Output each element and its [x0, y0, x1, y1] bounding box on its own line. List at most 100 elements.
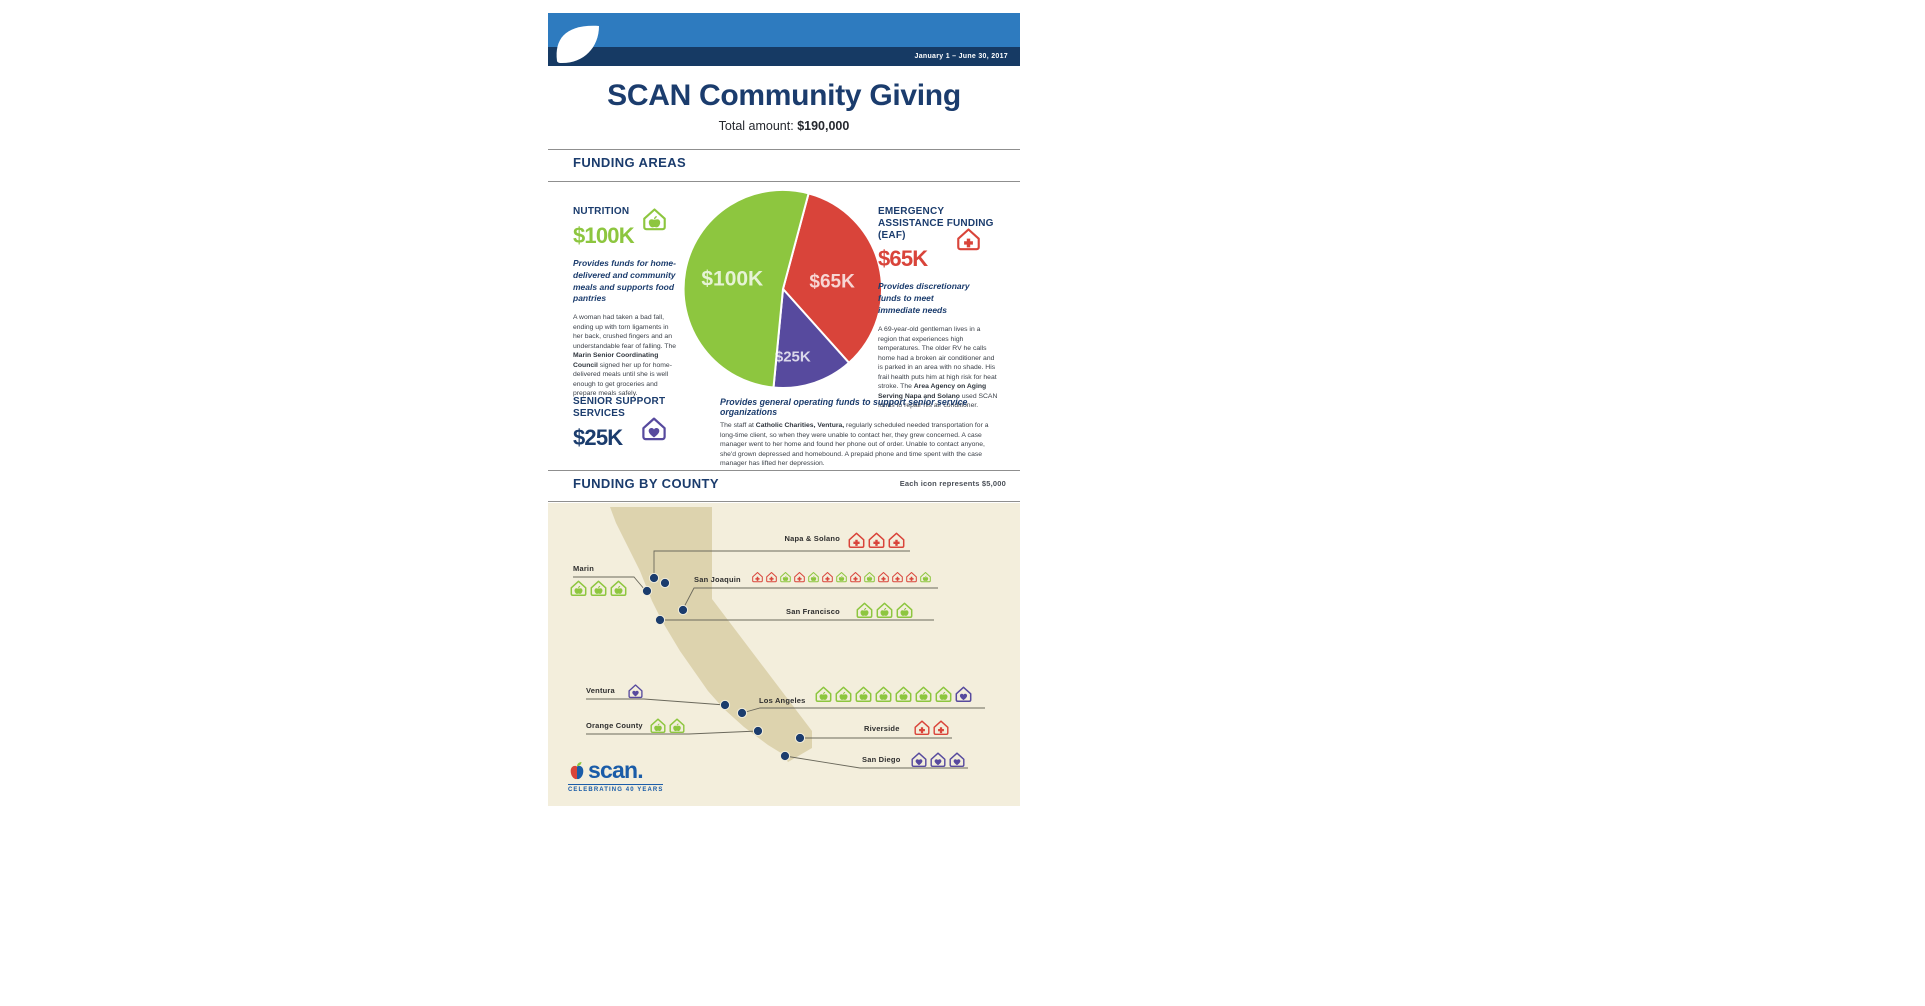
- county-icons-marin: [569, 579, 628, 597]
- story-text: A woman had taken a bad fall, ending up …: [573, 314, 677, 350]
- california-map-shape: [610, 507, 812, 762]
- divider-rule: [548, 149, 1020, 150]
- connector-san-diego: [784, 755, 968, 769]
- house-cross-icon: [848, 532, 865, 548]
- scan-tagline: CELEBRATING 40 YEARS: [568, 784, 664, 793]
- house-heart-icon: [930, 752, 946, 768]
- map-dot-ventura: [719, 699, 731, 711]
- county-label-marin: Marin: [573, 564, 595, 573]
- county-label-san_diego: San Diego: [862, 755, 901, 764]
- connector-napa-solano: [653, 550, 910, 578]
- house-apple-icon: [920, 572, 931, 583]
- house-apple-icon: [895, 686, 912, 702]
- house-cross-icon: [933, 720, 949, 736]
- eaf-block: EMERGENCY ASSISTANCE FUNDING (EAF) $65K …: [878, 206, 998, 411]
- house-apple-icon: [864, 572, 875, 583]
- nutrition-block: NUTRITION $100K Provides funds for home-…: [573, 206, 677, 399]
- eaf-heading: EMERGENCY ASSISTANCE FUNDING (EAF): [878, 206, 994, 241]
- county-icons-riverside: [913, 719, 950, 736]
- county-icons-los_angeles: [814, 685, 973, 703]
- county-icons-ventura: [627, 683, 644, 699]
- connector-los-angeles: [741, 707, 985, 714]
- icon-legend: Each icon represents $5,000: [899, 479, 1006, 488]
- map-dot-san-joaquin: [677, 604, 689, 616]
- pie-slice-nutrition: [682, 188, 810, 389]
- house-apple-icon: [641, 206, 668, 232]
- house-apple-icon: [835, 686, 852, 702]
- county-label-orange_county: Orange County: [586, 721, 643, 730]
- house-cross-icon: [892, 572, 903, 583]
- total-amount: Total amount: $190,000: [548, 119, 1020, 133]
- county-label-los_angeles: Los Angeles: [759, 696, 806, 705]
- map-dot-solano: [659, 577, 671, 589]
- county-label-san_joaquin: San Joaquin: [694, 575, 741, 584]
- connector-san-joaquin: [682, 587, 938, 610]
- house-apple-icon: [650, 718, 666, 734]
- nutrition-description: Provides funds for home-delivered and co…: [573, 257, 676, 304]
- pie-chart-svg: $65K $25K $100K: [682, 188, 883, 389]
- county-icons-san_diego: [910, 751, 966, 768]
- map-dot-marin: [641, 585, 653, 597]
- scan-logo: scan. CELEBRATING 40 YEARS: [568, 757, 664, 793]
- house-heart-icon: [949, 752, 965, 768]
- senior-support-block: SENIOR SUPPORT SERVICES $25K: [573, 396, 708, 451]
- house-heart-icon: [911, 752, 927, 768]
- map-dot-riverside: [794, 732, 806, 744]
- house-cross-icon: [957, 228, 980, 251]
- house-apple-icon: [590, 580, 607, 596]
- pie-label-nutrition: $100K: [701, 267, 763, 290]
- story-highlight: Area Agency on Aging Serving Napa and So…: [878, 383, 987, 400]
- house-apple-icon: [856, 602, 873, 618]
- county-label-riverside: Riverside: [864, 724, 900, 733]
- house-heart-icon: [640, 415, 668, 442]
- california-map-svg: [573, 507, 985, 769]
- house-apple-icon: [876, 602, 893, 618]
- date-range: January 1 – June 30, 2017: [914, 53, 1008, 60]
- pie-label-eaf: $65K: [809, 272, 855, 293]
- house-heart-icon: [642, 417, 666, 441]
- county-icons-orange_county: [649, 717, 686, 734]
- house-cross-icon: [850, 572, 861, 583]
- senior-description: Provides general operating funds to supp…: [720, 397, 968, 417]
- map-dot-san-francisco: [654, 614, 666, 626]
- senior-support-text: Provides general operating funds to supp…: [720, 397, 1000, 469]
- page-title: SCAN Community Giving: [607, 79, 961, 112]
- county-label-san_francisco: San Francisco: [786, 607, 840, 616]
- connector-orange-county: [586, 730, 759, 735]
- story-text: The staff at: [720, 422, 756, 429]
- story-text: regularly scheduled needed transportatio…: [720, 422, 989, 468]
- house-cross-icon: [914, 720, 930, 736]
- nutrition-story: A woman had taken a bad fall, ending up …: [573, 313, 677, 399]
- connector-ventura: [586, 698, 726, 706]
- county-label-ventura: Ventura: [586, 686, 615, 695]
- map-dot-napa: [648, 572, 660, 584]
- county-icons-san_joaquin: [751, 571, 932, 583]
- county-icons-napa_solano: [847, 531, 906, 549]
- house-apple-icon: [780, 572, 791, 583]
- senior-story: The staff at Catholic Charities, Ventura…: [720, 421, 1000, 469]
- house-apple-icon: [915, 686, 932, 702]
- house-cross-icon: [878, 572, 889, 583]
- eaf-amount: $65K: [878, 246, 928, 272]
- map-dot-los-angeles: [736, 707, 748, 719]
- house-cross-icon: [955, 226, 982, 252]
- total-label: Total amount:: [718, 119, 794, 133]
- house-heart-icon: [955, 686, 972, 702]
- divider-rule: [548, 181, 1020, 182]
- house-cross-icon: [906, 572, 917, 583]
- story-highlight: Marin Senior Coordinating Council: [573, 352, 659, 369]
- county-label-napa_solano: Napa & Solano: [784, 534, 840, 543]
- pie-slice-senior: [772, 286, 851, 389]
- house-apple-icon: [935, 686, 952, 702]
- house-cross-icon: [794, 572, 805, 583]
- house-apple-icon: [808, 572, 819, 583]
- divider-rule: [548, 501, 1020, 502]
- eaf-story: A 69-year-old gentleman lives in a regio…: [878, 325, 998, 411]
- scan-wordmark: scan.: [588, 757, 644, 783]
- story-text: used SCAN funds to repair his air condit…: [878, 392, 998, 410]
- header-bar: [548, 13, 1020, 47]
- funding-by-county-heading: FUNDING BY COUNTY: [573, 476, 719, 491]
- map-dot-orange-county: [752, 725, 764, 737]
- house-apple-icon: [669, 718, 685, 734]
- house-apple-icon: [815, 686, 832, 702]
